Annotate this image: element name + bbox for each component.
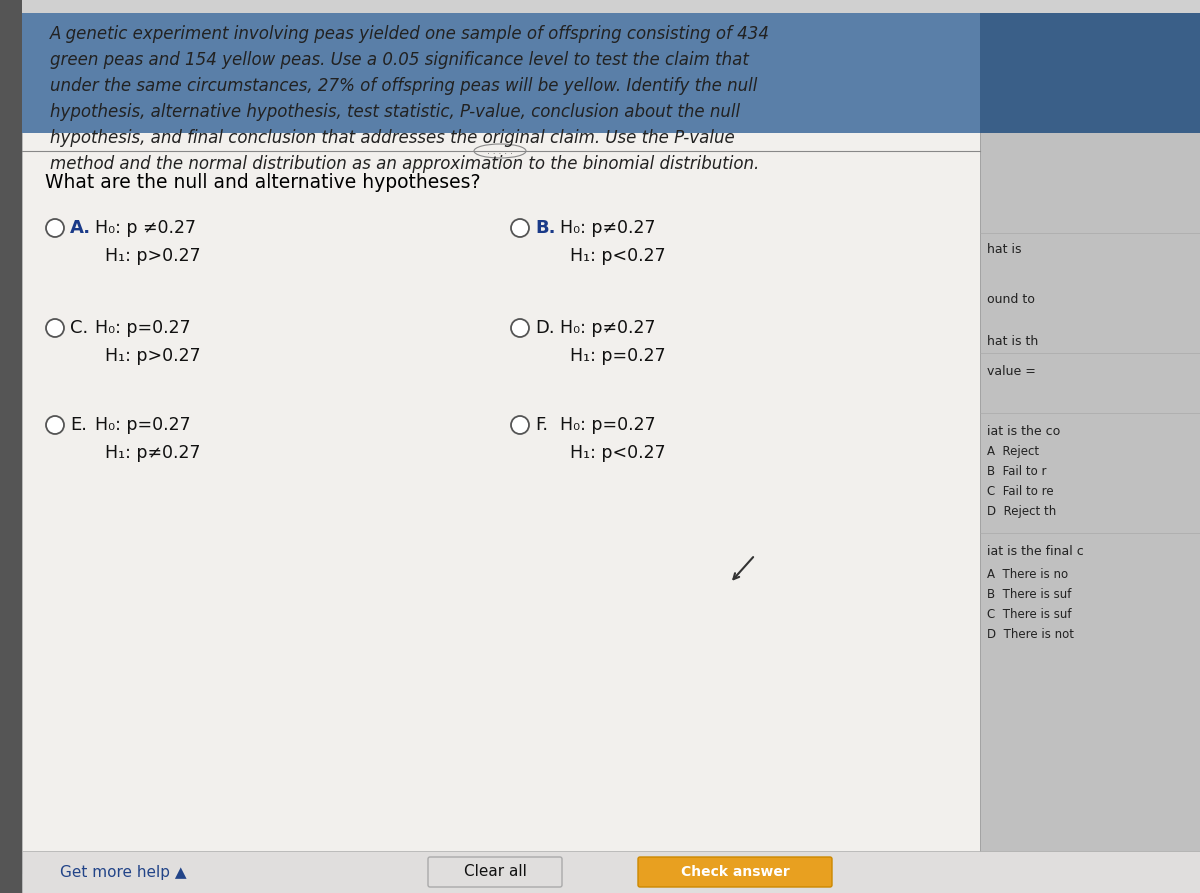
Text: H₀: p=0.27: H₀: p=0.27: [95, 319, 191, 337]
Text: H₁: p>0.27: H₁: p>0.27: [106, 347, 200, 365]
Text: hypothesis, and final conclusion that addresses the original claim. Use the P-va: hypothesis, and final conclusion that ad…: [50, 129, 734, 147]
FancyBboxPatch shape: [980, 13, 1200, 873]
Circle shape: [511, 319, 529, 337]
Text: H₀: p≠0.27: H₀: p≠0.27: [560, 319, 655, 337]
Circle shape: [46, 219, 64, 237]
Text: . . . . .: . . . . .: [487, 146, 512, 155]
Text: H₀: p=0.27: H₀: p=0.27: [95, 416, 191, 434]
Text: B  Fail to r: B Fail to r: [986, 465, 1046, 478]
Text: B.: B.: [535, 219, 556, 237]
FancyBboxPatch shape: [22, 13, 980, 133]
FancyBboxPatch shape: [22, 13, 980, 873]
FancyBboxPatch shape: [22, 851, 1200, 893]
Text: method and the normal distribution as an approximation to the binomial distribut: method and the normal distribution as an…: [50, 155, 760, 173]
Text: H₀: p≠0.27: H₀: p≠0.27: [560, 219, 655, 237]
Text: C  Fail to re: C Fail to re: [986, 485, 1054, 498]
FancyBboxPatch shape: [0, 0, 22, 893]
Text: F.: F.: [535, 416, 548, 434]
Text: H₁: p<0.27: H₁: p<0.27: [570, 247, 666, 265]
Text: Clear all: Clear all: [463, 864, 527, 880]
Text: H₁: p>0.27: H₁: p>0.27: [106, 247, 200, 265]
Text: B  There is suf: B There is suf: [986, 588, 1072, 601]
Circle shape: [511, 416, 529, 434]
Text: Get more help ▲: Get more help ▲: [60, 864, 187, 880]
Text: Check answer: Check answer: [680, 865, 790, 879]
Text: A  There is no: A There is no: [986, 568, 1068, 581]
Text: H₀: p=0.27: H₀: p=0.27: [560, 416, 655, 434]
Text: H₀: p ≠0.27: H₀: p ≠0.27: [95, 219, 196, 237]
Text: H₁: p≠0.27: H₁: p≠0.27: [106, 444, 200, 462]
Text: C  There is suf: C There is suf: [986, 608, 1072, 621]
Text: C.: C.: [70, 319, 89, 337]
Text: D  Reject th: D Reject th: [986, 505, 1056, 518]
Text: iat is the final c: iat is the final c: [986, 545, 1084, 558]
Text: A.: A.: [70, 219, 91, 237]
Text: hypothesis, alternative hypothesis, test statistic, P-value, conclusion about th: hypothesis, alternative hypothesis, test…: [50, 103, 740, 121]
Text: green peas and 154 yellow peas. Use a 0.05 significance level to test the claim : green peas and 154 yellow peas. Use a 0.…: [50, 51, 749, 69]
Text: H₁: p<0.27: H₁: p<0.27: [570, 444, 666, 462]
Text: A genetic experiment involving peas yielded one sample of offspring consisting o: A genetic experiment involving peas yiel…: [50, 25, 770, 43]
Text: D.: D.: [535, 319, 554, 337]
Text: E.: E.: [70, 416, 88, 434]
Text: ound to: ound to: [986, 293, 1034, 306]
Text: D  There is not: D There is not: [986, 628, 1074, 641]
Circle shape: [511, 219, 529, 237]
Text: A  Reject: A Reject: [986, 445, 1039, 458]
Circle shape: [46, 319, 64, 337]
FancyBboxPatch shape: [980, 13, 1200, 133]
FancyBboxPatch shape: [428, 857, 562, 887]
Circle shape: [46, 416, 64, 434]
FancyBboxPatch shape: [638, 857, 832, 887]
Text: value =: value =: [986, 365, 1036, 378]
Text: under the same circumstances, 27% of offspring peas will be yellow. Identify the: under the same circumstances, 27% of off…: [50, 77, 757, 95]
Text: iat is the co: iat is the co: [986, 425, 1061, 438]
Text: What are the null and alternative hypotheses?: What are the null and alternative hypoth…: [46, 173, 480, 192]
Text: H₁: p=0.27: H₁: p=0.27: [570, 347, 666, 365]
Text: hat is th: hat is th: [986, 335, 1038, 348]
Text: hat is: hat is: [986, 243, 1021, 256]
Ellipse shape: [474, 144, 526, 158]
